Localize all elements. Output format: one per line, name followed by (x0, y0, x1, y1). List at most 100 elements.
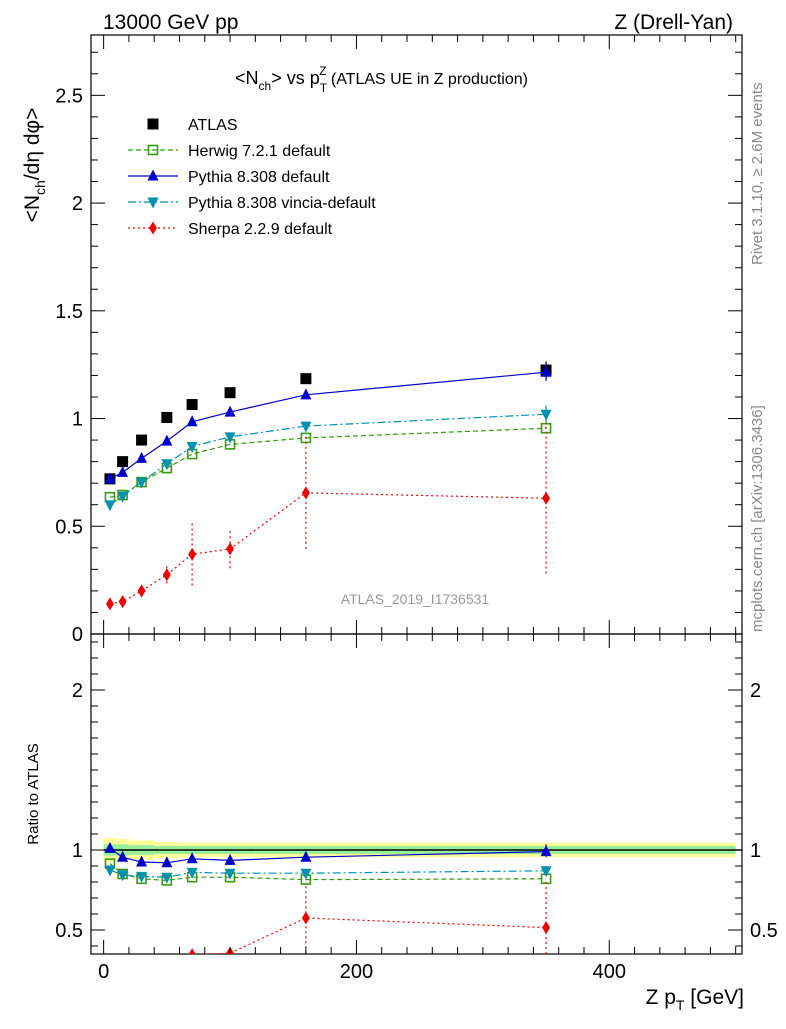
ratio-point (542, 921, 551, 935)
ratio-y-tick-label: 1 (72, 840, 83, 862)
ratio-point (119, 973, 127, 986)
legend-marker (147, 169, 159, 181)
data-point (226, 542, 235, 556)
ratio-point (224, 868, 236, 880)
series-line (109, 413, 547, 506)
legend-label: Pythia 8.308 default (188, 169, 330, 186)
y-axis-label: <Nch/dη dφ> (21, 108, 48, 223)
main-y-tick-label: 1.5 (55, 301, 83, 323)
main-y-tick-label: 2 (72, 193, 83, 215)
data-point (137, 584, 146, 598)
data-point (162, 568, 171, 582)
ratio-series-1 (104, 841, 552, 868)
data-point (542, 491, 551, 505)
ratio-point (540, 845, 552, 857)
legend-label: ATLAS (188, 117, 238, 134)
legend-entry: ATLAS (147, 117, 238, 134)
data-point (118, 595, 127, 609)
legend-entry: Pythia 8.308 default (128, 169, 330, 186)
main-y-tick-label: 0 (72, 624, 83, 646)
ratio-point (186, 867, 198, 879)
ratio-series-3 (119, 881, 551, 986)
ratio-panel-frame (90, 633, 743, 955)
main-y-tick-label: 1 (72, 409, 83, 431)
ratio-series-group (104, 841, 552, 986)
ratio-point (163, 960, 171, 973)
ratio-line (196, 917, 547, 954)
data-point (117, 465, 129, 477)
ratio-y-tick-label: 0.5 (55, 920, 83, 942)
data-point (105, 597, 114, 611)
data-point (224, 387, 236, 399)
data-point (540, 409, 552, 421)
data-point (188, 547, 197, 561)
ratio-point (104, 841, 116, 853)
mcplots-label: mcplots.cern.ch [arXiv:1306.3436] (749, 405, 766, 632)
ratio-point (300, 850, 312, 862)
data-point (161, 459, 173, 471)
legend-entry: Herwig 7.2.1 default (128, 143, 331, 160)
data-point (117, 456, 129, 468)
ratio-point (301, 911, 310, 925)
legend-marker (149, 221, 157, 235)
data-point (224, 432, 236, 444)
ratio-point (540, 866, 552, 878)
x-tick-label: 200 (340, 961, 373, 983)
ratio-point (300, 868, 312, 880)
ratio-point (136, 871, 148, 883)
main-y-tick-label: 0.5 (55, 516, 83, 538)
legend-label: Herwig 7.2.1 default (188, 143, 331, 160)
data-point (300, 373, 312, 385)
series-4 (105, 422, 551, 611)
energy-label: 13000 GeV pp (103, 11, 238, 34)
ratio-point (186, 852, 198, 864)
ratio-y-tick-label-right: 2 (750, 680, 761, 702)
series-line (109, 371, 547, 480)
rivet-label: Rivet 3.1.10, ≥ 2.6M events (749, 83, 766, 266)
data-point (224, 405, 236, 417)
data-point (186, 415, 198, 427)
ratio-point (224, 853, 236, 865)
legend-label: Sherpa 2.2.9 default (188, 221, 333, 238)
data-point (301, 486, 310, 500)
data-point (300, 388, 312, 400)
main-y-tick-label: 2.5 (55, 85, 83, 107)
data-point (136, 434, 148, 446)
ratio-point (161, 872, 173, 884)
series-line (109, 492, 547, 605)
ratio-y-tick-label: 2 (72, 680, 83, 702)
analysis-watermark: ATLAS_2019_I1736531 (341, 591, 490, 607)
x-axis-label: Z pT [GeV] (646, 986, 744, 1013)
ratio-point (188, 948, 196, 954)
legend-label: Pythia 8.308 vincia-default (188, 195, 376, 212)
data-point (161, 434, 173, 446)
data-point (161, 411, 173, 423)
x-tick-label: 0 (98, 961, 109, 983)
data-point (540, 365, 552, 377)
ratio-point (117, 850, 129, 862)
ratio-y-tick-label-right: 1 (750, 840, 761, 862)
ratio-y-axis-label: Ratio to ATLAS (25, 743, 42, 844)
ratio-point (136, 855, 148, 867)
ratio-point (117, 870, 129, 882)
ratio-point (138, 968, 146, 981)
data-point (186, 442, 198, 454)
chart-title: <Nch> vs pTZ (ATLAS UE in Z production) (235, 64, 528, 95)
data-point (117, 491, 129, 503)
x-tick-label: 400 (593, 961, 626, 983)
legend-entry: Pythia 8.308 vincia-default (128, 195, 376, 212)
data-point (104, 500, 116, 512)
series-3 (104, 405, 552, 512)
ratio-point (161, 856, 173, 868)
legend-entry: Sherpa 2.2.9 default (128, 221, 333, 238)
ratio-point (104, 865, 116, 877)
ratio-line (109, 869, 547, 878)
legend-marker (147, 197, 159, 209)
legend-marker (147, 144, 159, 156)
series-2 (104, 363, 552, 484)
data-point (136, 477, 148, 489)
ratio-series-2 (104, 865, 552, 884)
data-point (136, 451, 148, 463)
series-1 (104, 422, 552, 503)
